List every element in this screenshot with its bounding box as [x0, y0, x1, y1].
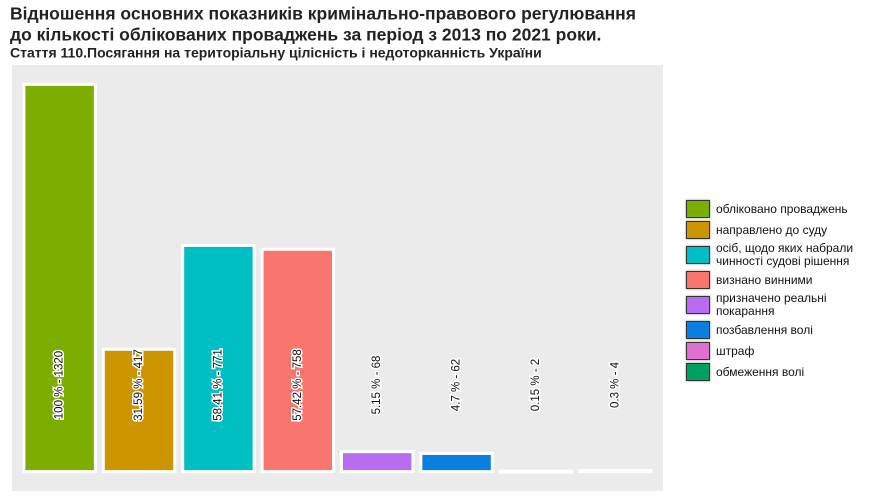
bar — [578, 468, 653, 474]
legend-key — [686, 221, 710, 239]
bar — [181, 243, 256, 474]
legend-item: направлено до суду — [686, 221, 866, 239]
bar — [260, 247, 336, 474]
legend-item: позбавлення волі — [686, 321, 866, 339]
value-label: 5.15 % - 68 — [371, 356, 383, 415]
bar — [101, 347, 177, 474]
value-label: 4.7 % - 62 — [451, 359, 463, 411]
value-label: 31.59 % - 417 — [133, 349, 145, 421]
bar — [22, 82, 97, 474]
legend: обліковано проваджень направлено до суду о… — [686, 200, 866, 381]
legend-item: визнано винними — [686, 271, 866, 289]
value-label: 57.42 % - 758 — [292, 349, 304, 421]
legend-item: призначено реальні покарання — [686, 292, 866, 318]
legend-key — [686, 363, 710, 381]
legend-item: штраф — [686, 342, 866, 360]
legend-item: осіб, щодо яких набрали чинності судові … — [686, 242, 866, 268]
legend-item: обліковано проваджень — [686, 200, 866, 218]
bar — [419, 451, 494, 474]
legend-item: обмеження волі — [686, 363, 866, 381]
legend-label: позбавлення волі — [716, 322, 813, 337]
legend-key — [686, 342, 710, 360]
chart-title: до кількості облікованих проваджень за п… — [10, 25, 601, 45]
legend-label: обмеження волі — [716, 364, 805, 379]
legend-key — [686, 296, 710, 314]
legend-label: обліковано проваджень — [716, 201, 848, 216]
chart-subtitle: Стаття 110.Посягання на територіальну ці… — [10, 45, 542, 61]
bar — [498, 469, 574, 474]
legend-key — [686, 246, 710, 264]
chart-title: Відношення основних показників криміналь… — [10, 4, 636, 24]
legend-key — [686, 271, 710, 289]
legend-label: визнано винними — [716, 272, 813, 287]
value-label: 58.41 % - 771 — [212, 349, 224, 421]
legend-key — [686, 200, 710, 218]
legend-key — [686, 321, 710, 339]
legend-label: призначено реальні покарання — [716, 291, 827, 318]
legend-label: направлено до суду — [716, 222, 828, 237]
value-label: 100 % - 1320 — [54, 351, 66, 419]
value-label: 0.15 % - 2 — [530, 359, 542, 411]
value-label: 0.3 % - 4 — [609, 361, 621, 408]
legend-label: штраф — [716, 343, 755, 358]
bar — [339, 450, 415, 474]
legend-label: осіб, щодо яких набрали чинності судові … — [716, 241, 854, 268]
